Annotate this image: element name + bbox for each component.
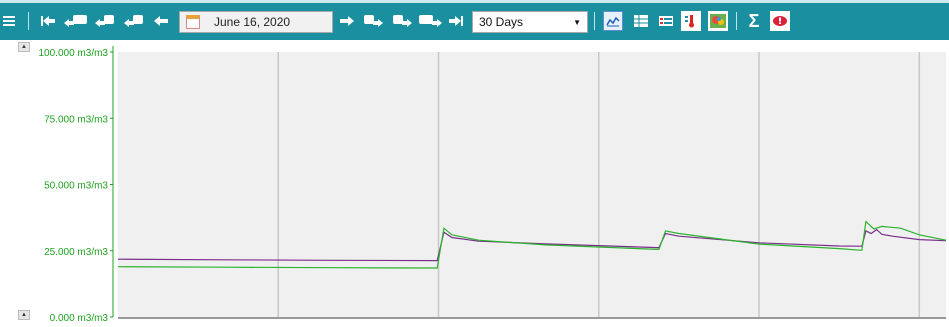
forward-7-icon[interactable]: [392, 12, 412, 30]
range-value: 30 Days: [479, 15, 524, 29]
map-icon[interactable]: [708, 11, 728, 31]
back-30-icon[interactable]: [64, 12, 88, 30]
y-tick-label: 75.000 m3/m3: [44, 114, 108, 125]
toolbar-top-line: [0, 0, 949, 3]
table-icon[interactable]: [631, 11, 651, 31]
first-icon[interactable]: [41, 12, 55, 30]
last-icon[interactable]: [449, 12, 463, 30]
y-tick-label: 50.000 m3/m3: [44, 181, 108, 192]
dropdown-arrow-icon[interactable]: ▼: [573, 17, 581, 27]
line-chart-icon[interactable]: [603, 11, 623, 31]
alert-icon[interactable]: [770, 11, 790, 31]
thermometer-icon[interactable]: [681, 11, 701, 31]
toolbar: June 16, 2020 30 Days ▼ Σ: [0, 0, 949, 40]
toolbar-separator: [736, 12, 737, 30]
toolbar-separator: [594, 12, 595, 30]
date-picker[interactable]: June 16, 2020: [179, 11, 333, 33]
calendar-icon[interactable]: [186, 15, 200, 29]
forward-1-icon[interactable]: [363, 12, 383, 30]
date-value: June 16, 2020: [214, 15, 291, 29]
back-7-icon[interactable]: [95, 12, 115, 30]
toolbar-separator: [28, 12, 29, 30]
range-select[interactable]: 30 Days ▼: [472, 11, 588, 33]
list-icon[interactable]: [2, 12, 16, 30]
chart-svg: 100.000 m3/m3 75.000 m3/m3 50.000 m3/m3 25.…: [39, 46, 947, 324]
list-view-icon[interactable]: [656, 11, 676, 31]
y-tick-label: 100.000 m3/m3: [39, 48, 109, 59]
next-icon[interactable]: [340, 12, 354, 30]
scroll-up-button[interactable]: ▲: [18, 42, 30, 52]
y-tick-label: 0.000 m3/m3: [50, 313, 109, 322]
prev-icon[interactable]: [154, 12, 168, 30]
series-line-2: [117, 220, 947, 269]
plot-background: [118, 52, 946, 317]
series-line-1: [117, 228, 947, 262]
forward-30-icon[interactable]: [418, 12, 442, 30]
scroll-down-button[interactable]: ▲: [18, 310, 30, 320]
back-1-icon[interactable]: [124, 12, 144, 30]
y-tick-label: 25.000 m3/m3: [44, 247, 108, 258]
sum-icon[interactable]: Σ: [748, 10, 760, 31]
chart-area: 100.000 m3/m3 75.000 m3/m3 50.000 m3/m3 25.…: [0, 40, 949, 324]
